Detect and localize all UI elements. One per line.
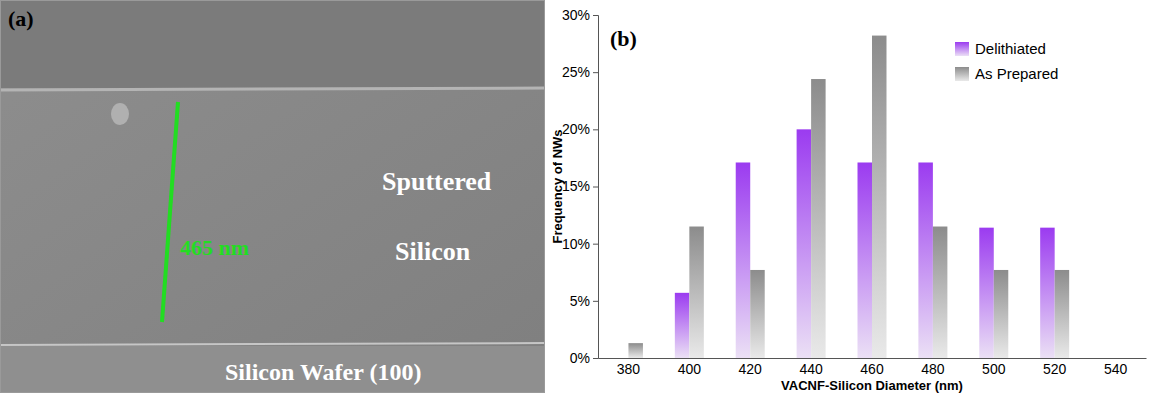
y-tick: 20% [562, 121, 598, 137]
y-tick: 0% [570, 350, 598, 366]
x-tick-label: 460 [860, 361, 884, 377]
layer-label: Silicon [395, 237, 471, 266]
y-tick: 15% [562, 178, 598, 194]
bar [797, 129, 811, 358]
bar [736, 162, 750, 358]
chart: 0% 5% 10% 15% 20% 25% 30% 380 400 420 440 460 480 500… [550, 7, 1147, 393]
bar [994, 270, 1008, 358]
x-tick-label: 380 [617, 361, 641, 377]
y-tick-mark [593, 129, 598, 130]
x-tick: 500 [982, 358, 1006, 377]
x-tick-label: 500 [982, 361, 1006, 377]
x-tick: 440 [799, 358, 823, 377]
legend-label: As Prepared [975, 65, 1058, 82]
x-tick-label: 480 [921, 361, 945, 377]
x-tick-label: 400 [678, 361, 702, 377]
bar [1040, 228, 1054, 358]
bar [1055, 270, 1069, 358]
y-tick-label: 15% [562, 178, 590, 194]
panel-frame [1, 1, 545, 393]
x-tick: 400 [678, 358, 702, 377]
legend: Delithiated As Prepared [955, 40, 1058, 82]
bar [979, 228, 993, 358]
bar [933, 227, 947, 358]
sem-wafer-region [0, 346, 545, 393]
x-tick-label: 420 [739, 361, 763, 377]
x-axis: 380 400 420 440 460 480 500 520 540 [599, 358, 1147, 377]
y-tick-mark [593, 15, 598, 16]
x-tick: 420 [739, 358, 763, 377]
x-axis-title: VACNF-Silicon Diameter (nm) [781, 378, 963, 393]
bar [689, 227, 703, 358]
x-tick: 380 [617, 358, 641, 377]
y-tick-mark [593, 244, 598, 245]
sem-particle [111, 103, 129, 125]
x-tick: 540 [1104, 358, 1128, 377]
x-tick: 520 [1043, 358, 1067, 377]
series-bars [675, 129, 1055, 358]
y-tick-label: 5% [570, 293, 590, 309]
bar [1101, 358, 1115, 359]
y-tick-mark [593, 187, 598, 188]
y-tick: 10% [562, 236, 598, 252]
bar [872, 36, 886, 358]
figure: (a) 465 nm Sputtered Silicon Silicon Wafer (… [0, 0, 1149, 393]
bar [918, 162, 932, 358]
y-axis-line [593, 16, 599, 359]
legend-label: Delithiated [975, 40, 1046, 57]
y-axis-title: Frequency of NWs [550, 129, 565, 243]
y-axis: 0% 5% 10% 15% 20% 25% 30% [562, 7, 599, 366]
x-tick-label: 520 [1043, 361, 1067, 377]
bar [628, 343, 642, 358]
scale-bar [162, 102, 178, 322]
scale-bar-label: 465 nm [180, 235, 249, 260]
y-tick-label: 30% [562, 7, 590, 23]
bar [811, 79, 825, 358]
x-tick: 460 [860, 358, 884, 377]
y-tick-mark [593, 301, 598, 302]
bar [675, 293, 689, 358]
y-tick-mark [593, 72, 598, 73]
sem-background [0, 0, 545, 393]
x-tick-label: 440 [799, 361, 823, 377]
bar [1116, 358, 1130, 359]
chart-title: (b) [610, 26, 637, 51]
bars [628, 36, 1069, 358]
sem-panel: (a) 465 nm Sputtered Silicon Silicon Wafer (… [0, 0, 545, 393]
bar [614, 358, 628, 359]
x-tick-label: 540 [1104, 361, 1128, 377]
sem-film-top-edge [0, 88, 545, 90]
y-tick-label: 20% [562, 121, 590, 137]
x-tick: 480 [921, 358, 945, 377]
y-tick: 25% [562, 64, 598, 80]
sem-top-region [0, 0, 545, 88]
y-tick-mark [593, 358, 598, 359]
sem-interface [0, 343, 545, 345]
y-tick-label: 0% [570, 350, 590, 366]
bar [750, 270, 764, 358]
layer-label: Sputtered [382, 167, 492, 196]
legend-swatch [955, 67, 969, 81]
y-tick-label: 25% [562, 64, 590, 80]
y-tick: 5% [570, 293, 598, 309]
bar [858, 162, 872, 358]
series-bars [628, 36, 1069, 358]
x-axis-line [599, 358, 1147, 359]
y-tick-label: 10% [562, 236, 590, 252]
substrate-label: Silicon Wafer (100) [225, 359, 421, 385]
y-tick: 30% [562, 7, 598, 23]
legend-swatch [955, 42, 969, 56]
panel-label: (a) [8, 6, 34, 31]
